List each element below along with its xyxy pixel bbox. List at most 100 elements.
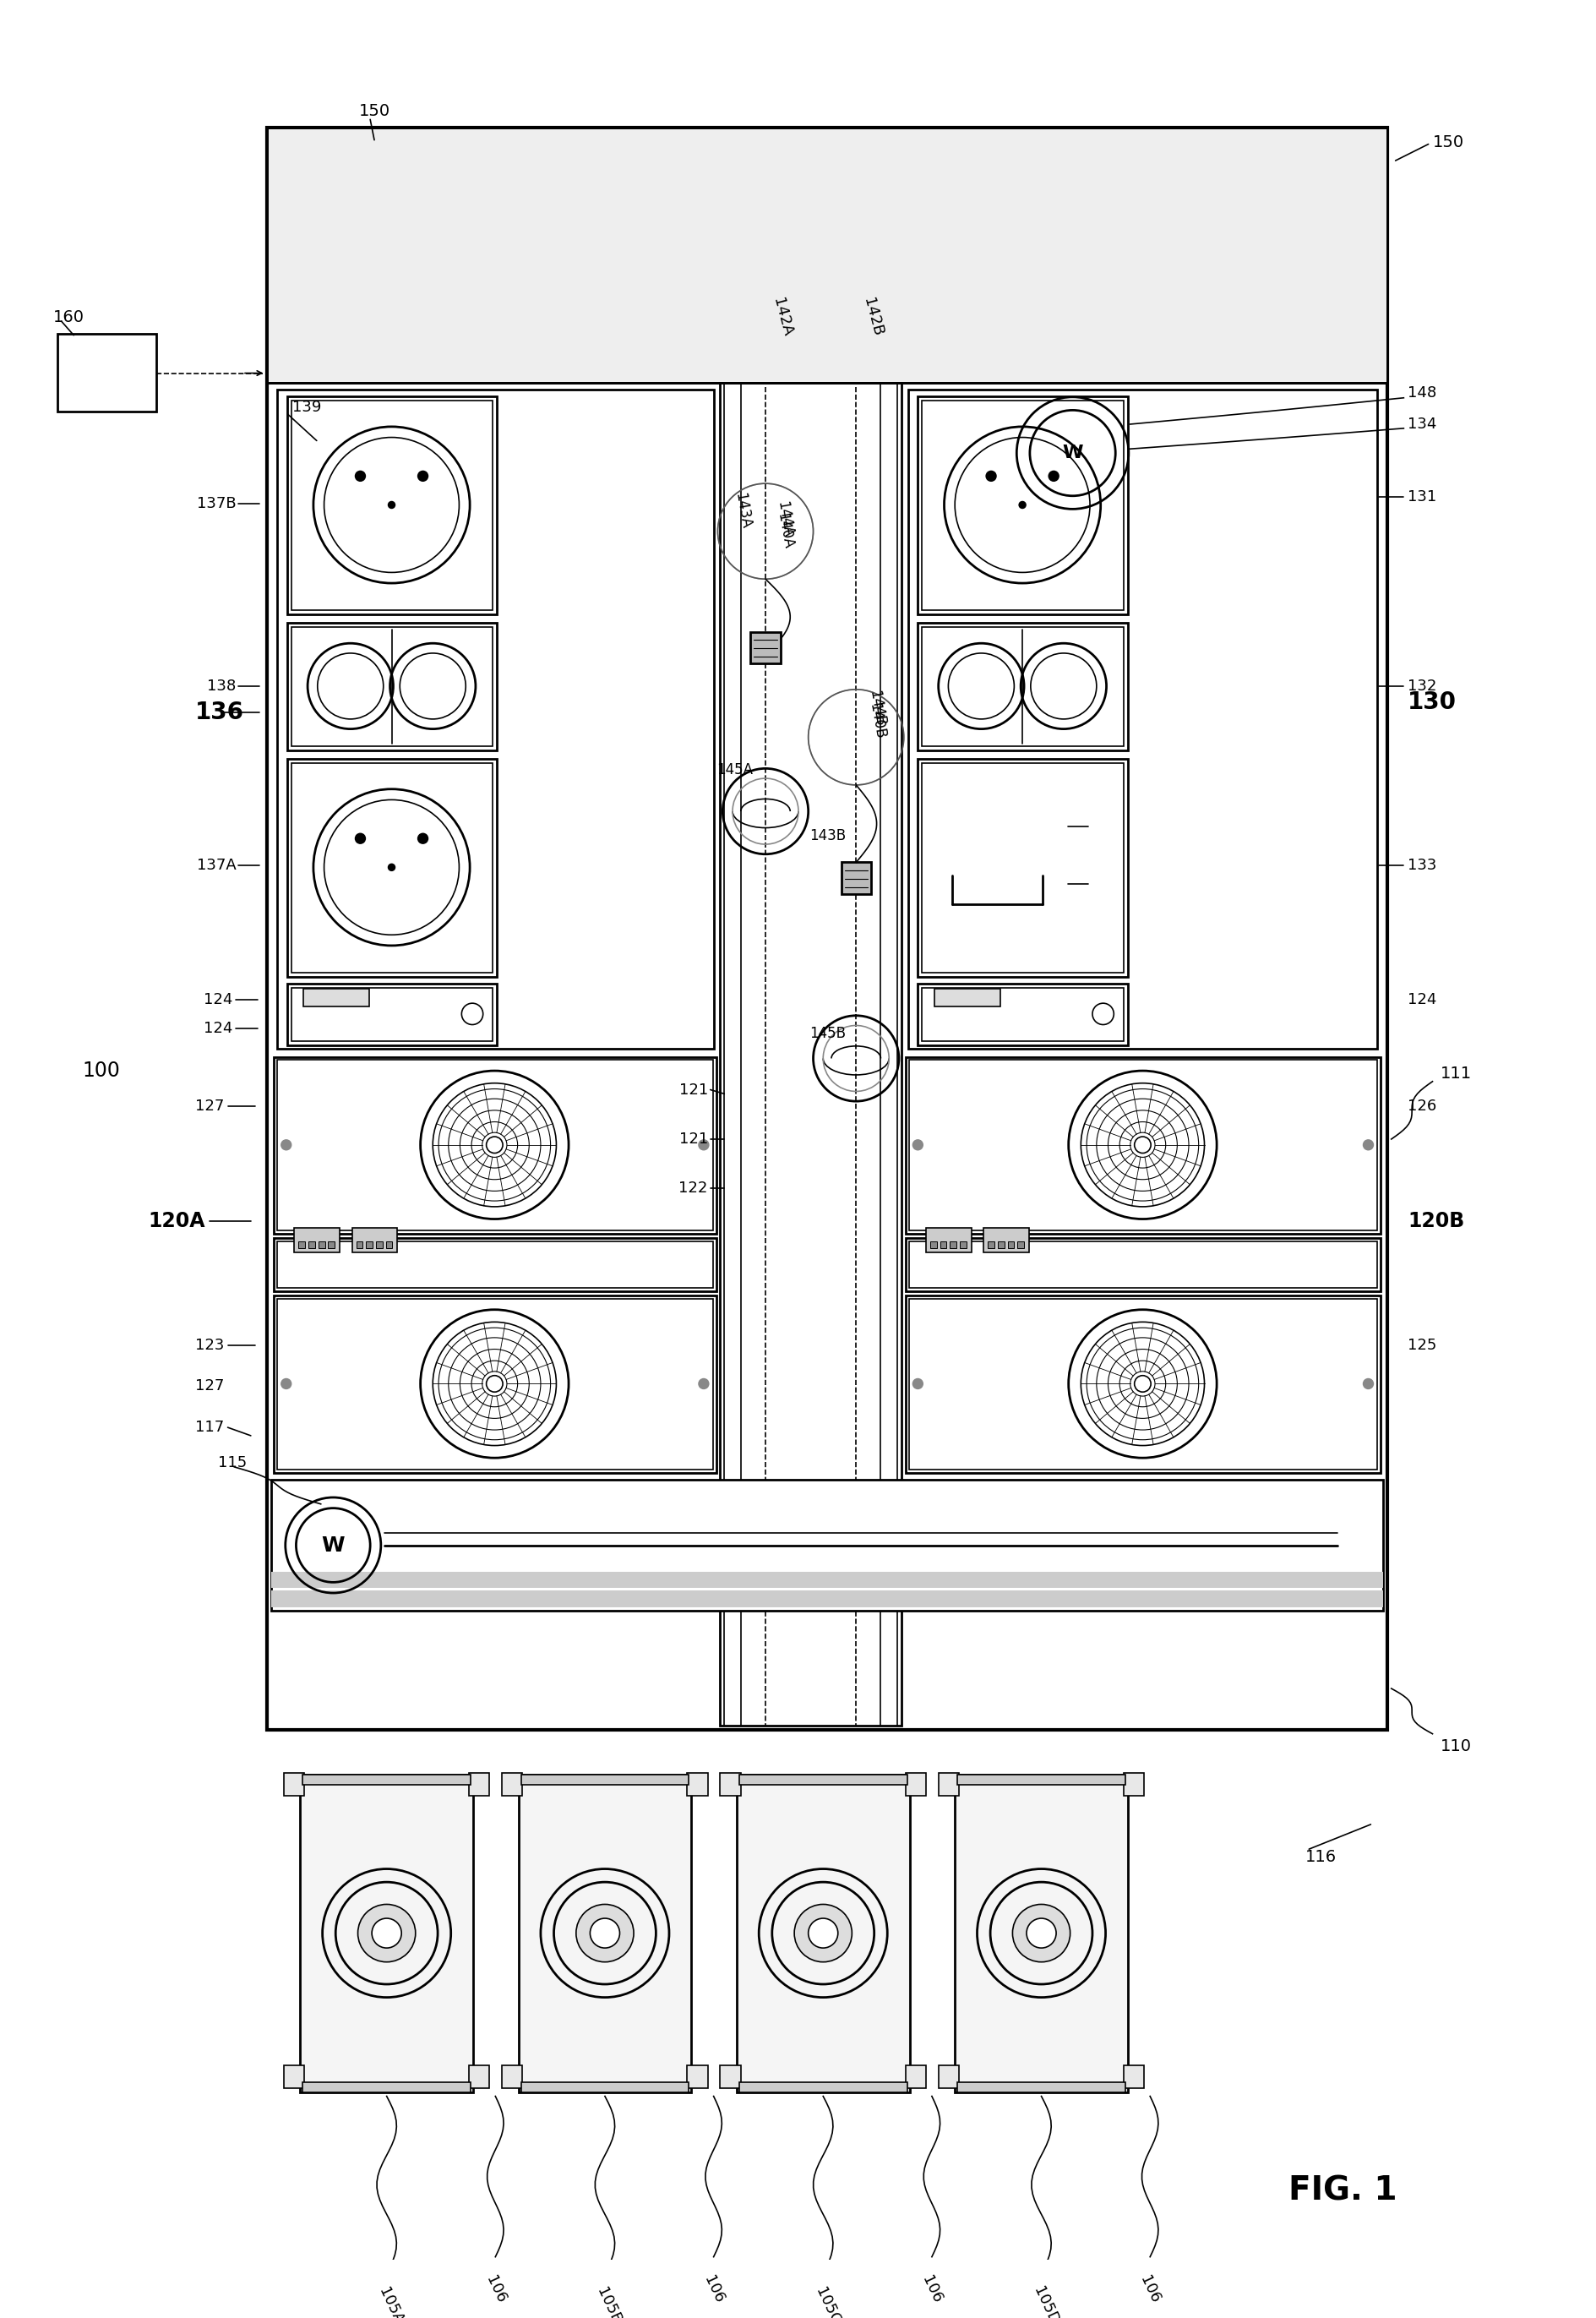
Bar [290,626,493,746]
Bar [294,1229,340,1252]
Text: 148: 148 [1408,385,1436,401]
Text: 125: 125 [1408,1337,1436,1354]
Bar [303,987,369,1006]
Text: 106: 106 [1136,2274,1162,2306]
Bar [519,1776,691,2093]
Bar [938,2065,959,2089]
Bar [284,1773,305,1796]
Circle shape [986,471,996,482]
Bar [356,1240,362,1247]
Text: 122: 122 [678,1180,707,1196]
Bar [271,1479,1382,1611]
Bar [720,1773,741,1796]
Bar [278,389,713,1048]
Text: 106: 106 [701,2274,726,2306]
Text: 132: 132 [1408,679,1436,693]
Circle shape [591,1919,619,1947]
Bar [918,624,1127,751]
Text: 123: 123 [195,1337,225,1354]
Bar [736,1776,910,2093]
Text: 106: 106 [918,2274,945,2306]
Bar [273,1296,715,1472]
Circle shape [356,471,365,482]
Bar [686,1773,707,1796]
Bar [918,758,1127,976]
Bar [959,1240,966,1247]
Text: 143B: 143B [809,828,846,844]
Circle shape [372,1919,401,1947]
Text: 105C: 105C [812,2286,843,2318]
Text: 142A: 142A [769,297,795,338]
Circle shape [1012,1905,1069,1961]
Text: 145A: 145A [717,763,753,779]
Bar [930,1240,937,1247]
Text: 105B: 105B [594,2286,624,2318]
Text: 105D: 105D [1029,2286,1060,2318]
Bar [57,334,156,413]
Bar [267,127,1387,382]
Bar [940,1240,946,1247]
Bar [303,2082,471,2093]
Text: 106: 106 [482,2274,508,2306]
Bar [739,1776,907,1785]
Bar [958,1776,1125,1785]
Circle shape [487,1375,503,1393]
Text: 120B: 120B [1408,1212,1464,1231]
Bar [720,2065,741,2089]
Circle shape [358,1905,415,1961]
Text: 124: 124 [1408,992,1436,1008]
Bar [739,2082,907,2093]
Bar [290,987,493,1041]
Circle shape [1363,1379,1373,1388]
Text: 130: 130 [1408,691,1456,714]
Bar [954,1776,1127,2093]
Bar [318,1240,324,1247]
Bar [520,1776,688,1785]
Text: W: W [1061,445,1082,461]
Bar [686,2065,707,2089]
Bar [386,1240,393,1247]
Bar [520,2082,688,2093]
Text: 150: 150 [359,104,389,118]
Text: 133: 133 [1408,858,1436,874]
Text: 121: 121 [678,1083,707,1096]
Circle shape [418,834,428,844]
Text: 120A: 120A [148,1212,204,1231]
Bar [1017,1240,1023,1247]
Bar [720,382,900,1725]
Bar [329,1240,335,1247]
Bar [908,1240,1377,1289]
Text: 116: 116 [1306,1850,1336,1866]
Bar [365,1240,372,1247]
Text: 137A: 137A [196,858,236,874]
Bar [287,983,496,1045]
Text: FIG. 1: FIG. 1 [1288,2174,1396,2207]
Circle shape [388,865,394,872]
Text: 121: 121 [678,1131,707,1147]
Bar [271,1572,1382,1588]
Circle shape [793,1905,852,1961]
Bar [278,1298,712,1470]
Circle shape [1363,1140,1373,1150]
Bar [921,763,1124,974]
Bar [908,1298,1377,1470]
Circle shape [913,1140,922,1150]
Text: 131: 131 [1408,489,1436,505]
Bar [267,127,1387,1729]
Bar [905,1296,1381,1472]
Bar [273,1057,715,1233]
Bar [905,2065,926,2089]
Circle shape [808,1919,838,1947]
Text: 115: 115 [217,1456,247,1470]
Text: 138: 138 [207,679,236,693]
Circle shape [699,1140,709,1150]
Text: 124: 124 [204,992,233,1008]
Text: 144B: 144B [865,688,887,728]
Text: 140A: 140A [774,512,795,549]
Circle shape [699,1379,709,1388]
Text: 134: 134 [1408,417,1436,431]
Bar [501,2065,522,2089]
Bar [926,1229,970,1252]
Text: 144A: 144A [774,501,795,538]
Bar [905,1773,926,1796]
